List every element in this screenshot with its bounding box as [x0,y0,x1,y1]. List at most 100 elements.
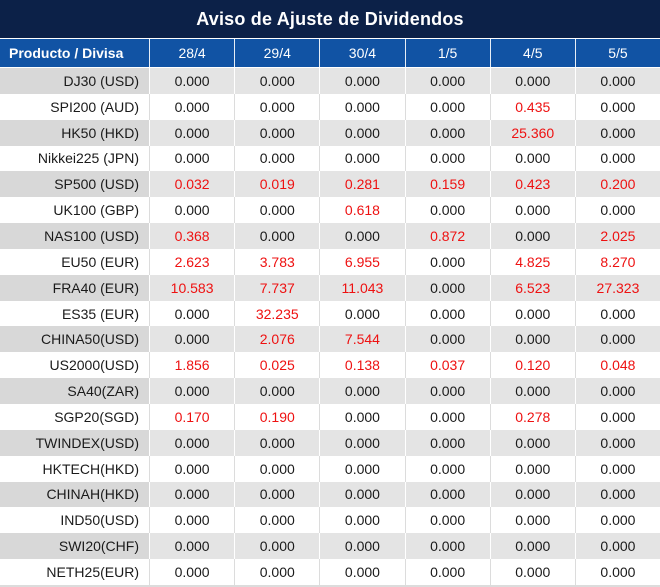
value-cell: 0.000 [319,507,404,534]
table-row: TWINDEX(USD) 0.000 0.000 0.000 0.000 0.000 0.0… [0,429,660,456]
value-cell: 0.000 [574,403,660,430]
product-cell: NAS100 (USD) [0,223,150,249]
value-cell: 0.000 [574,119,660,146]
product-cell: HK50 (HKD) [0,119,150,146]
value-cell: 25.360 [489,119,575,146]
value-cell: 7.737 [234,274,319,301]
value-cell: 0.000 [234,197,319,224]
value-cell: 0.000 [489,145,575,172]
value-cell: 0.281 [319,171,404,198]
table-body: DJ30 (USD) 0.000 0.000 0.000 0.000 0.000 0.000… [0,68,660,587]
value-cell: 0.000 [489,507,575,534]
value-cell: 0.000 [319,559,404,585]
product-cell: DJ30 (USD) [0,68,150,94]
value-cell: 0.000 [319,533,404,560]
value-cell: 0.170 [174,408,210,425]
table-row: SP500 (USD) 0.032 0.019 0.281 0.159 0.423 0.20… [0,171,660,198]
value-cell: 0.000 [319,145,404,172]
product-cell: IND50(USD) [0,507,150,534]
value-cell: 0.000 [174,150,210,167]
table-row: SA40(ZAR) 0.000 0.000 0.000 0.000 0.000 0.000 [0,378,660,404]
value-cell: 0.000 [404,248,490,275]
value-cell: 0.000 [574,326,660,353]
table-row: Nikkei225 (JPN) 0.000 0.000 0.000 0.000 0.000… [0,145,660,172]
value-cell: 0.000 [319,223,404,249]
table-row: CHINA50(USD) 0.000 2.076 7.544 0.000 0.000 0.0… [0,326,660,353]
value-cell: 0.000 [234,507,319,534]
value-cell: 0.000 [174,538,210,555]
date-column-headers: 28/4 29/4 30/4 1/5 4/5 5/5 [150,39,660,67]
value-cell: 0.000 [174,563,210,580]
value-cell: 0.190 [234,403,319,430]
value-cell: 0.000 [404,455,490,482]
value-cell: 0.000 [404,403,490,430]
value-cell: 0.872 [404,223,490,249]
value-cell: 0.000 [404,197,490,224]
value-cell: 0.000 [574,378,660,404]
value-cell: 0.000 [574,197,660,224]
value-cell: 32.235 [234,300,319,327]
table-row: NAS100 (USD) 0.368 0.000 0.000 0.872 0.000 2.0… [0,223,660,249]
table-row: DJ30 (USD) 0.000 0.000 0.000 0.000 0.000 0.000 [0,68,660,94]
value-cell: 0.000 [574,429,660,456]
product-cell: FRA40 (EUR) [0,274,150,301]
value-cell: 0.000 [489,197,575,224]
value-cell: 0.000 [404,326,490,353]
value-cell: 8.270 [574,248,660,275]
table-row: NETH25(EUR) 0.000 0.000 0.000 0.000 0.000 0.00… [0,559,660,585]
table-header-row: Producto / Divisa 28/4 29/4 30/4 1/5 4/5 5/5 [0,38,660,68]
value-cell: 0.000 [319,455,404,482]
value-cell: 0.618 [319,197,404,224]
value-cell: 0.000 [404,119,490,146]
value-cell: 0.000 [174,72,210,89]
value-cell: 0.000 [404,559,490,585]
value-cell: 0.000 [234,378,319,404]
value-cell: 0.000 [489,68,575,94]
value-cell: 0.000 [574,481,660,508]
table-row: IND50(USD) 0.000 0.000 0.000 0.000 0.000 0.000 [0,507,660,534]
table-row: SWI20(CHF) 0.000 0.000 0.000 0.000 0.000 0.000 [0,533,660,560]
value-cell: 0.000 [404,300,490,327]
value-cell: 0.000 [404,481,490,508]
table-row: ES35 (EUR) 0.000 32.235 0.000 0.000 0.000 0.00… [0,300,660,327]
value-cell: 0.000 [574,507,660,534]
product-cell: US2000(USD) [0,352,150,379]
value-cell: 0.000 [174,331,210,348]
value-cell: 0.000 [404,378,490,404]
value-cell: 0.000 [489,300,575,327]
value-cell: 0.000 [404,429,490,456]
value-cell: 0.000 [574,533,660,560]
value-cell: 0.000 [574,145,660,172]
table-row: SGP20(SGD) 0.170 0.190 0.000 0.000 0.278 0.000 [0,403,660,430]
product-cell: SA40(ZAR) [0,378,150,404]
product-cell: Nikkei225 (JPN) [0,145,150,172]
product-cell: UK100 (GBP) [0,197,150,224]
value-cell: 0.000 [234,68,319,94]
table-row: HKTECH(HKD) 0.000 0.000 0.000 0.000 0.000 0.00… [0,455,660,482]
value-cell: 0.138 [319,352,404,379]
table-row: UK100 (GBP) 0.000 0.000 0.618 0.000 0.000 0.00… [0,197,660,224]
product-cell: ES35 (EUR) [0,300,150,327]
value-cell: 0.000 [489,559,575,585]
value-cell: 0.000 [234,145,319,172]
value-cell: 0.000 [574,93,660,120]
value-cell: 6.523 [489,274,575,301]
column-header-product: Producto / Divisa [0,39,150,67]
column-header-date: 30/4 [319,39,404,67]
product-cell: SPI200 (AUD) [0,93,150,120]
value-cell: 0.000 [404,93,490,120]
page-title: Aviso de Ajuste de Dividendos [0,0,660,38]
table-row: CHINAH(HKD) 0.000 0.000 0.000 0.000 0.000 0.00… [0,481,660,508]
value-cell: 0.000 [404,533,490,560]
value-cell: 0.032 [174,176,210,193]
value-cell: 11.043 [319,274,404,301]
column-header-date: 1/5 [404,39,490,67]
value-cell: 0.000 [174,512,210,529]
value-cell: 0.000 [234,223,319,249]
value-cell: 0.423 [489,171,575,198]
value-cell: 0.000 [319,68,404,94]
value-cell: 0.019 [234,171,319,198]
value-cell: 0.000 [234,429,319,456]
value-cell: 0.000 [489,481,575,508]
value-cell: 0.000 [234,533,319,560]
